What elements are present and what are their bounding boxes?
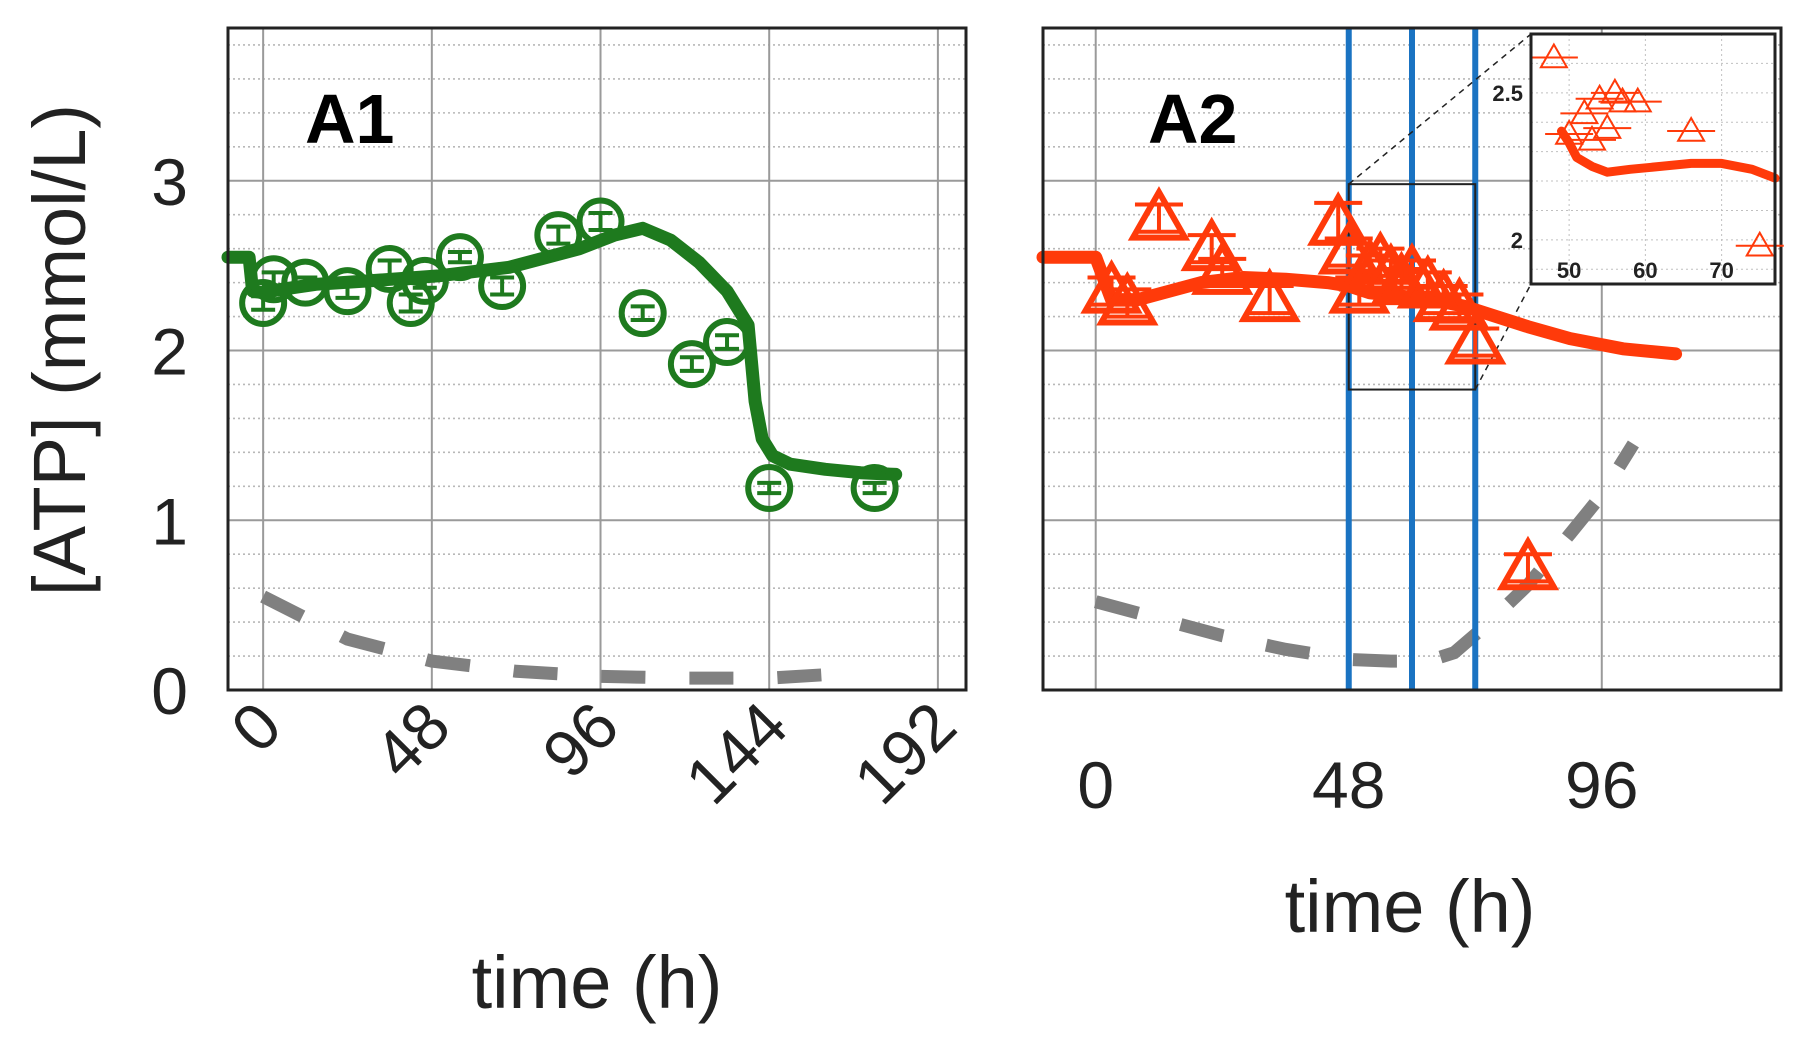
a1-panel-label: A1 (305, 80, 394, 158)
a1-data-point (534, 211, 583, 260)
a2-data-points (1080, 186, 1560, 591)
a2-zoom-connector (1474, 283, 1532, 390)
a1-x-tick-label: 192 (840, 688, 970, 818)
a1-data-point (667, 340, 716, 389)
a1-x-tick-label: 144 (671, 688, 801, 818)
a2-data-point (1096, 270, 1159, 326)
panel-a1: A1 0 1 2 3 0 48 96 144 192 time (h) (151, 26, 970, 1024)
a1-data-point (576, 197, 625, 246)
a1-y-tick-labels: 0 1 2 3 (151, 145, 188, 728)
inset-x-tick-label: 60 (1633, 258, 1657, 283)
a1-y-tick-label: 1 (151, 484, 188, 558)
a1-y-tick-label: 2 (151, 315, 188, 389)
a1-fit-line (221, 221, 903, 481)
a1-data-point (239, 278, 288, 327)
a1-reference-dashed-line (260, 590, 854, 685)
a1-data-points (239, 197, 899, 513)
a2-plot-frame (1041, 26, 1783, 692)
a2-data-point (1496, 535, 1560, 591)
a2-reference-dashed-line (1094, 440, 1639, 668)
a1-dashed-curve (260, 590, 854, 685)
a1-data-point (323, 267, 372, 316)
inset-x-tick-label: 50 (1557, 258, 1581, 283)
inset-y-tick-label: 2 (1511, 228, 1523, 253)
a1-data-point (400, 256, 449, 305)
a2-dashed-curve (1094, 440, 1639, 668)
inset-data-point (1560, 98, 1609, 125)
inset-data-point (1545, 118, 1594, 145)
a2-data-point (1444, 309, 1507, 365)
inset-fit-curve (1557, 126, 1780, 183)
inset-data-point (1529, 42, 1578, 69)
a1-data-point (478, 262, 527, 311)
inset-content: 2 2.5 50 60 70 (1492, 34, 1784, 284)
a1-gridlines (228, 28, 966, 690)
a1-x-tick-labels: 0 48 96 144 192 (217, 688, 970, 818)
a2-x-tick-label: 48 (1312, 748, 1385, 822)
a1-x-tick-label: 96 (528, 688, 632, 792)
a2-panel-label: A2 (1148, 80, 1237, 158)
a1-data-point (703, 318, 752, 367)
a2-x-tick-label: 0 (1077, 748, 1114, 822)
a2-x-tick-label: 96 (1565, 748, 1638, 822)
inset-data-point (1613, 86, 1662, 113)
a1-data-point (745, 464, 794, 513)
a2-data-point (1127, 186, 1191, 241)
a2-x-tick-labels: 0 48 96 (1077, 748, 1638, 822)
a1-data-point (435, 233, 484, 282)
a2-data-point (1238, 267, 1301, 323)
inset-data-point (1583, 113, 1632, 139)
a1-y-tick-label: 0 (151, 654, 188, 728)
inset-y-tick-label: 2.5 (1492, 81, 1523, 106)
a1-x-tick-label: 48 (359, 688, 463, 792)
a1-data-point (850, 464, 899, 513)
a1-data-point (618, 289, 667, 338)
a1-x-tick-label: 0 (217, 688, 295, 766)
inset-data-point (1667, 116, 1716, 142)
a2-x-axis-label: time (h) (1285, 865, 1536, 948)
inset-x-tick-label: 70 (1709, 258, 1733, 283)
y-axis-label: [ATP] (mmol/L) (18, 104, 101, 596)
a2-inset: 2 2.5 50 60 70 (1492, 32, 1784, 286)
a1-y-tick-label: 3 (151, 145, 188, 219)
a2-data-point (1191, 240, 1254, 295)
inset-frame (1529, 32, 1777, 286)
inset-background (1531, 34, 1775, 284)
panel-a2: A2 0 48 96 time (h) 2 2.5 50 60 70 (1036, 26, 1784, 948)
a1-x-axis-label: time (h) (472, 941, 723, 1024)
a1-fit-curve (221, 221, 903, 481)
a1-plot-frame (226, 26, 968, 692)
a2-zoom-connector (1348, 33, 1532, 185)
